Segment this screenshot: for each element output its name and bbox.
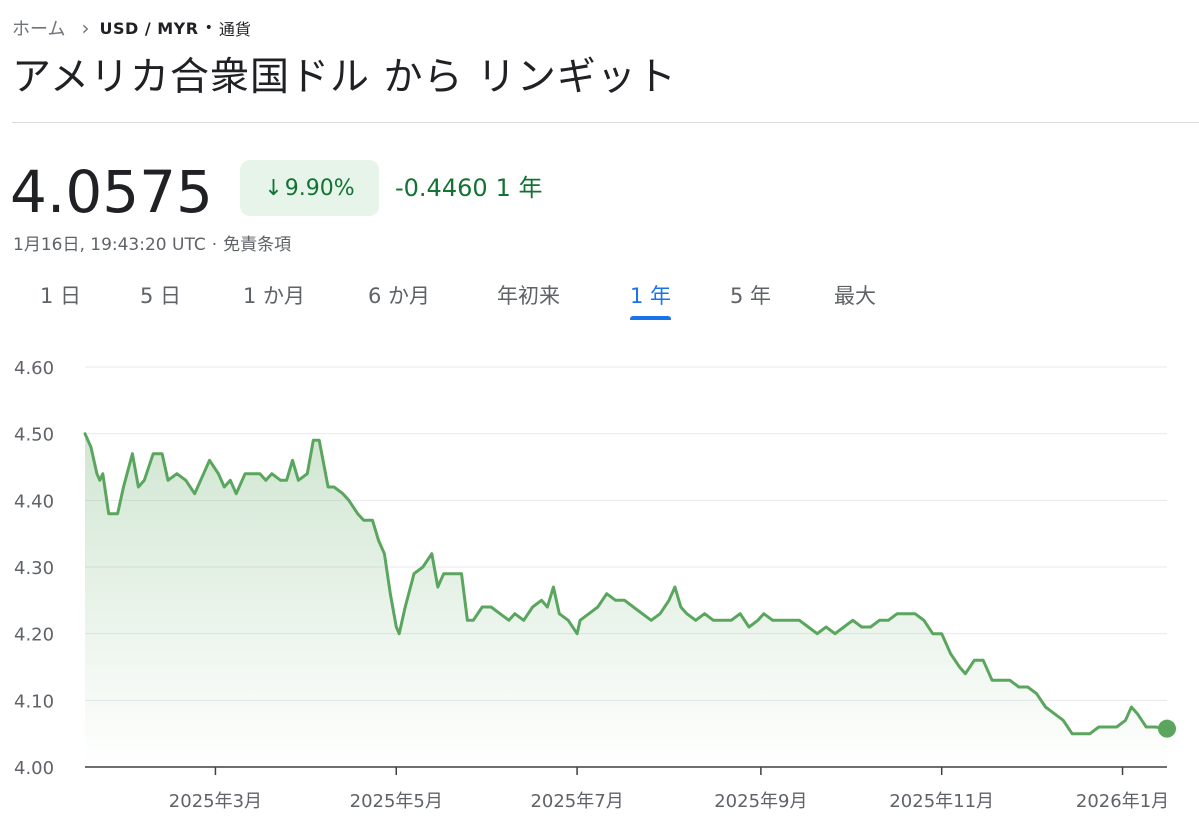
last-point-marker (1158, 719, 1176, 738)
y-axis-labels: 4.00 4.10 4.20 4.30 4.40 4.50 4.60 (14, 358, 54, 779)
tab-1-year[interactable]: 1 年 (630, 276, 672, 320)
quote-timestamp-row: 1月16日, 19:43:20 UTC · 免責条項 (13, 232, 291, 258)
y-tick-label: 4.20 (14, 625, 54, 646)
tab-5-years[interactable]: 5 年 (730, 276, 771, 316)
tab-label: 6 か月 (368, 284, 431, 308)
percent-change-badge: ↓ 9.90% (240, 160, 379, 216)
page-title: アメリカ合衆国ドル から リンギット (12, 55, 677, 100)
breadcrumb: ホーム › USD / MYR • 通貨 (12, 14, 251, 42)
disclaimer-link[interactable]: 免責条項 (223, 235, 292, 255)
timestamp-separator: · (211, 235, 218, 255)
tab-label: 1 日 (40, 284, 82, 308)
breadcrumb-home-link[interactable]: ホーム (12, 19, 66, 40)
x-tick-label: 2026年1月 (1076, 791, 1169, 812)
x-tick-label: 2025年5月 (350, 791, 443, 812)
x-axis: 2025年3月 2025年5月 2025年7月 2025年9月 2025年11月 2026… (85, 766, 1169, 812)
percent-change-value: 9.90% (284, 175, 355, 201)
tab-label: 1 か月 (243, 284, 306, 308)
chart-plot-area (83, 432, 1176, 767)
absolute-change-value: -0.4460 (395, 174, 488, 202)
y-tick-label: 4.50 (14, 425, 54, 446)
change-period: 1 年 (495, 174, 543, 202)
absolute-change: -0.4460 1 年 (395, 170, 543, 206)
x-tick-label: 2025年9月 (714, 791, 807, 812)
y-tick-label: 4.40 (14, 491, 54, 512)
breadcrumb-currency-pair: USD / MYR (99, 18, 199, 38)
time-range-tabs: 1 日 5 日 1 か月 6 か月 年初来 1 年 5 年 最大 (0, 276, 1199, 320)
tab-label: 5 年 (730, 284, 772, 308)
exchange-rate-chart[interactable]: 4.004.104.204.304.404.504.60 2025年3月 2025… (0, 340, 1199, 830)
tab-1-month[interactable]: 1 か月 (243, 276, 305, 316)
y-tick-label: 4.30 (14, 558, 54, 579)
arrow-down-icon: ↓ (264, 175, 283, 201)
tab-label: 5 日 (140, 284, 182, 308)
chevron-right-icon: › (81, 16, 90, 40)
breadcrumb-separator: • (204, 20, 213, 36)
tab-year-to-date[interactable]: 年初来 (497, 276, 560, 316)
y-tick-label: 4.60 (14, 358, 54, 379)
series-area (85, 433, 1167, 767)
x-tick-label: 2025年11月 (889, 791, 994, 812)
tab-5-days[interactable]: 5 日 (140, 276, 181, 316)
x-tick-label: 2025年3月 (169, 791, 262, 812)
tab-6-months[interactable]: 6 か月 (368, 276, 430, 316)
y-tick-label: 4.10 (14, 691, 54, 712)
current-price: 4.0575 (10, 158, 213, 226)
series-line (83, 432, 1169, 736)
tab-max[interactable]: 最大 (834, 276, 876, 316)
breadcrumb-category: 通貨 (218, 20, 251, 39)
x-tick-label: 2025年7月 (530, 791, 623, 812)
tab-label: 1 年 (630, 284, 672, 308)
quote-timestamp: 1月16日, 19:43:20 UTC (13, 235, 206, 255)
tab-1-day[interactable]: 1 日 (40, 276, 81, 316)
tab-label: 最大 (834, 284, 876, 308)
active-tab-indicator (630, 316, 672, 320)
title-divider (12, 122, 1199, 123)
tab-label: 年初来 (497, 284, 560, 308)
y-tick-label: 4.00 (14, 758, 54, 779)
